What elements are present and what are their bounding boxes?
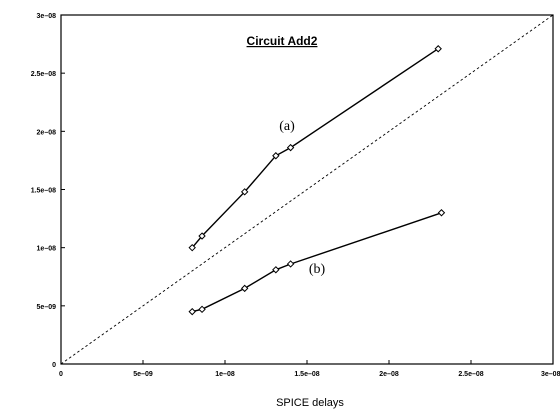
x-tick-label: 0 [59,371,63,378]
y-tick-label: 2.5e–08 [31,71,56,78]
series-label-a: (a) [279,119,295,134]
x-tick-label: 1e–08 [215,371,235,378]
data-point [286,260,295,268]
data-point [198,232,206,240]
data-point [272,266,280,274]
y-tick-label: 2e–08 [37,129,57,136]
y-tick-label: 5e–09 [37,304,57,311]
data-point [240,188,249,196]
x-tick-label: 1.5e–08 [294,371,319,378]
y-tick-label: 1.5e–08 [31,188,56,195]
x-axis-label: SPICE delays [276,397,344,409]
data-point [286,143,295,152]
diagonal-line [60,14,554,365]
tick-layer: 0 5e–09 1e–08 1.5e–08 2e–08 2.5e–08 3e–08 0 5e–0… [31,13,560,378]
data-point [188,307,196,316]
chart-title: Circuit Add2 [247,34,318,48]
reference-diagonal [60,14,554,365]
series-a [188,45,442,252]
x-tick-label: 3e–08 [541,371,560,378]
y-tick-label: 1e–08 [37,246,57,253]
series-line [191,48,439,249]
data-point [188,243,196,252]
data-point [198,305,206,314]
x-tick-label: 2e–08 [379,371,399,378]
data-point [272,152,280,160]
series-layer [188,45,446,316]
series-label-b: (b) [309,262,326,277]
x-tick-label: 2.5e–08 [458,371,483,378]
x-tick-label: 5e–09 [133,371,153,378]
data-point [240,284,249,293]
data-point [434,45,442,53]
series-b [188,209,446,316]
data-point [437,209,446,217]
y-tick-label: 0 [52,362,56,369]
y-tick-label: 3e–08 [37,13,57,20]
